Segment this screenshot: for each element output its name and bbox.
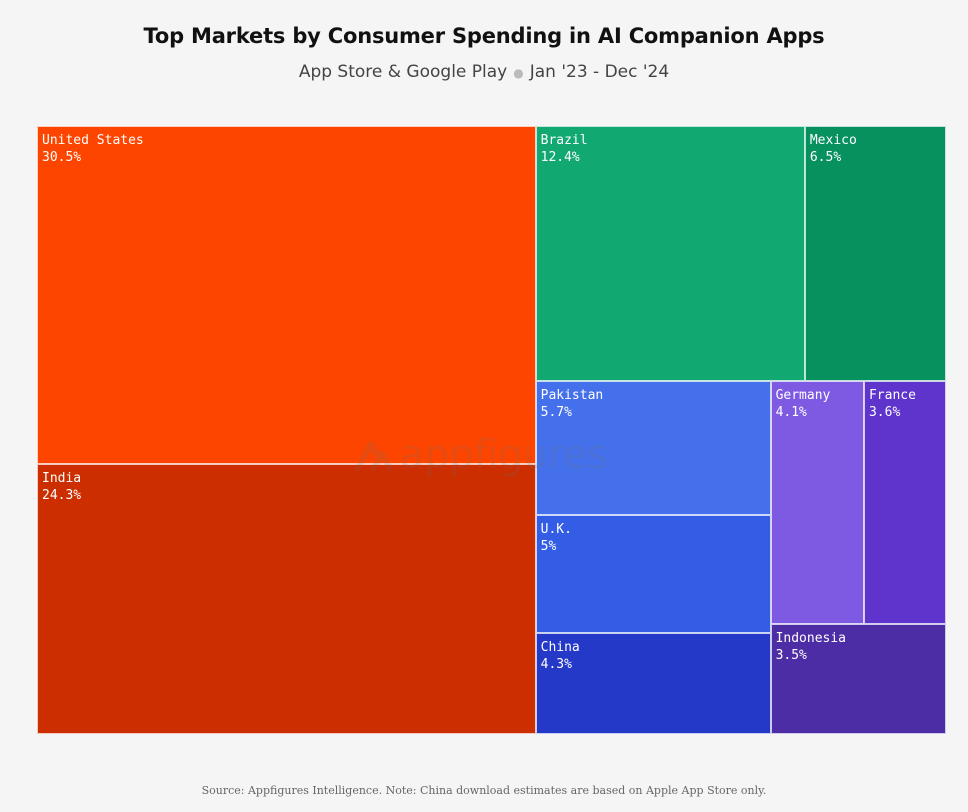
chart-title: Top Markets by Consumer Spending in AI C… [143,24,825,48]
treemap-tile-germany: Germany 4.1% [770,380,864,624]
treemap-tile-united-states: United States 30.5% [37,126,536,465]
tile-value: 12.4% [540,150,580,165]
treemap-tile-france: France 3.6% [863,380,946,624]
treemap-tile-brazil: Brazil 12.4% [535,126,805,381]
tile-label: Indonesia [775,630,847,646]
tile-value: 6.5% [809,150,842,165]
subtitle-separator-dot: ● [513,66,524,80]
tile-value: 3.5% [775,647,807,663]
subtitle-stores: App Store & Google Play [298,62,508,82]
tile-value: 24.3% [42,488,82,504]
tile-value: 4.3% [540,656,572,672]
tile-label: India [42,471,82,487]
tile-label: Mexico [809,133,857,148]
treemap-tile-mexico: Mexico 6.5% [804,126,946,381]
tile-value: 5% [540,539,557,554]
treemap-tile-china: China 4.3% [535,632,771,734]
tile-label: Brazil [540,133,588,148]
treemap-tile-u-k: U.K. 5% [535,515,771,633]
tile-value: 3.6% [868,404,901,420]
treemap-tile-pakistan: Pakistan 5.7% [535,380,771,515]
tile-label: Germany [775,387,831,403]
tile-label: United States [42,133,144,148]
tile-label: France [868,387,916,403]
subtitle-date-range: Jan '23 - Dec '24 [529,62,670,82]
tile-value: 30.5% [42,150,82,165]
tile-value: 5.7% [540,404,572,420]
chart-subtitle: App Store & Google Play ● Jan '23 - Dec '2… [0,62,968,82]
source-note: Source: Appfigures Intelligence. Note: C… [201,784,767,797]
treemap-tile-indonesia: Indonesia 3.5% [770,623,946,734]
tile-value: 4.1% [775,404,807,420]
treemap-chart: United States 30.5% India 24.3% Brazil 12.4% M… [37,126,946,734]
treemap-tile-india: India 24.3% [37,464,536,734]
tile-label: China [540,639,580,655]
tile-label: U.K. [540,522,572,537]
tile-label: Pakistan [540,387,604,403]
